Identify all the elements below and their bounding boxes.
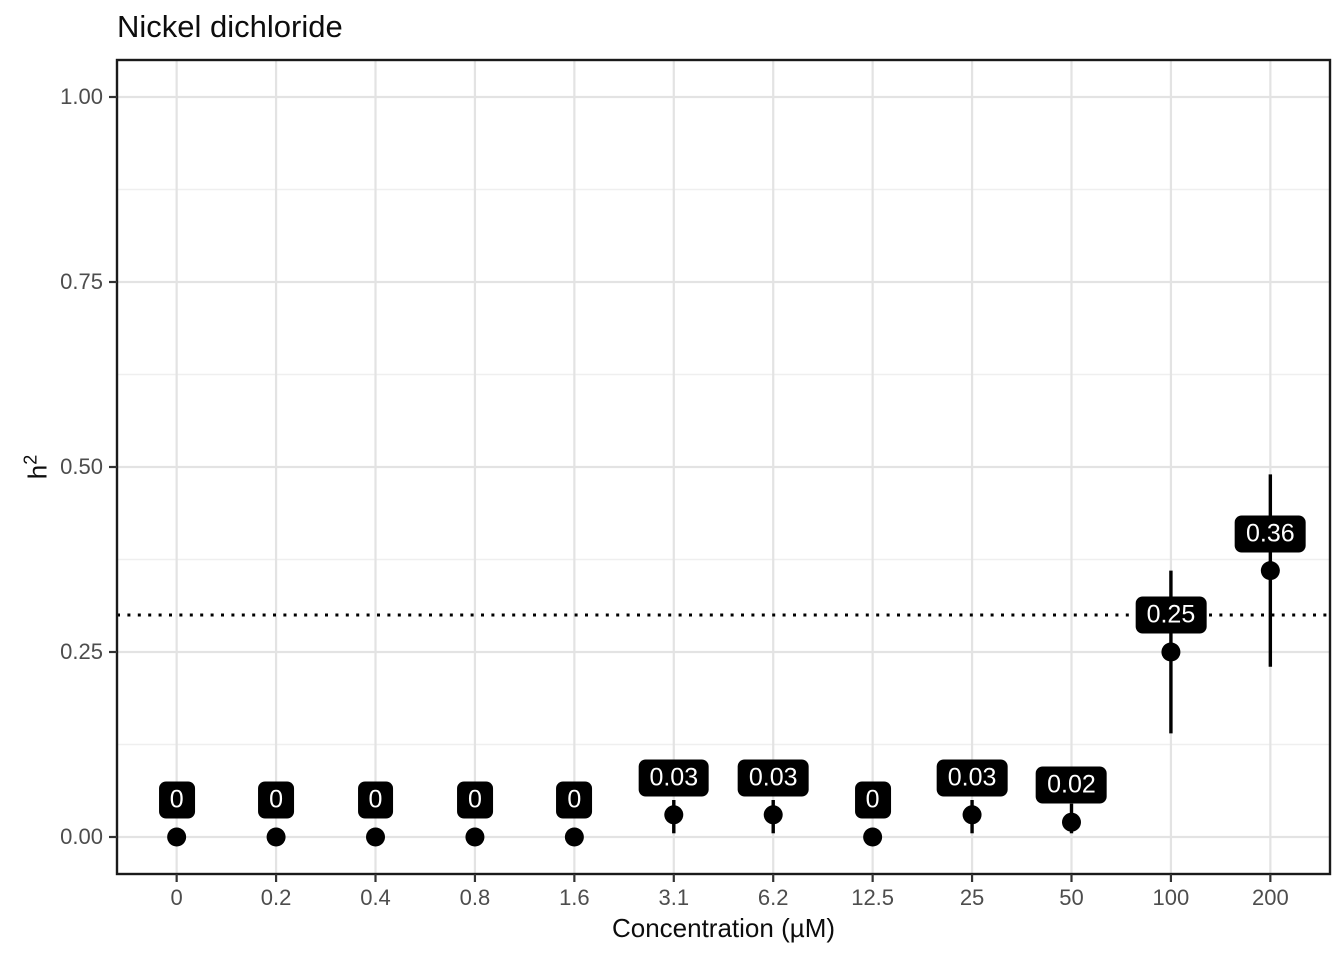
data-point: [167, 827, 187, 847]
x-axis-title: Concentration (µM): [611, 913, 836, 943]
plot-title: Nickel dichloride: [117, 9, 343, 44]
x-tick-label: 0: [170, 885, 183, 910]
data-point: [465, 827, 485, 847]
y-axis-title-exponent: 2: [20, 454, 41, 465]
data-point: [1260, 561, 1280, 581]
point-label: 0.25: [1135, 596, 1207, 634]
x-tick-label: 50: [1059, 885, 1084, 910]
point-label: 0.02: [1036, 766, 1107, 804]
x-tick-label: 3.1: [658, 885, 690, 910]
x-tick-label: 12.5: [851, 885, 895, 910]
y-tick-label: 0.25: [60, 639, 103, 664]
data-point: [863, 827, 883, 847]
point-label: 0: [357, 781, 394, 819]
data-point: [962, 805, 982, 825]
point-label: 0.03: [737, 759, 809, 797]
y-tick-label: 0.50: [60, 454, 103, 479]
x-tick-label: 0.8: [459, 885, 491, 910]
y-tick-label: 0.75: [60, 269, 103, 294]
point-label: 0: [158, 781, 195, 819]
data-point: [763, 805, 783, 825]
data-point: [1061, 812, 1081, 832]
point-label: 0.03: [936, 759, 1008, 797]
data-point: [564, 827, 584, 847]
data-point: [266, 827, 286, 847]
y-axis-title: h2: [21, 455, 54, 479]
x-tick-label: 6.2: [757, 885, 789, 910]
y-tick-label: 1.00: [60, 84, 103, 109]
point-label: 0.36: [1235, 515, 1306, 553]
data-point: [366, 827, 386, 847]
x-tick-label: 0.2: [260, 885, 292, 910]
y-axis-title-base: h: [22, 464, 53, 480]
y-tick-label: 0.00: [60, 824, 103, 849]
x-tick-label: 100: [1152, 885, 1190, 910]
x-tick-label: 0.4: [360, 885, 391, 910]
point-label: 0: [854, 781, 891, 819]
point-label: 0: [556, 781, 593, 819]
x-tick-label: 25: [959, 885, 985, 910]
data-point: [664, 805, 684, 825]
x-tick-label: 1.6: [559, 885, 590, 910]
x-tick-label: 200: [1251, 885, 1289, 910]
point-label: 0: [456, 781, 493, 819]
data-point: [1161, 642, 1181, 662]
point-label: 0: [258, 781, 295, 819]
point-label: 0.03: [638, 759, 710, 797]
